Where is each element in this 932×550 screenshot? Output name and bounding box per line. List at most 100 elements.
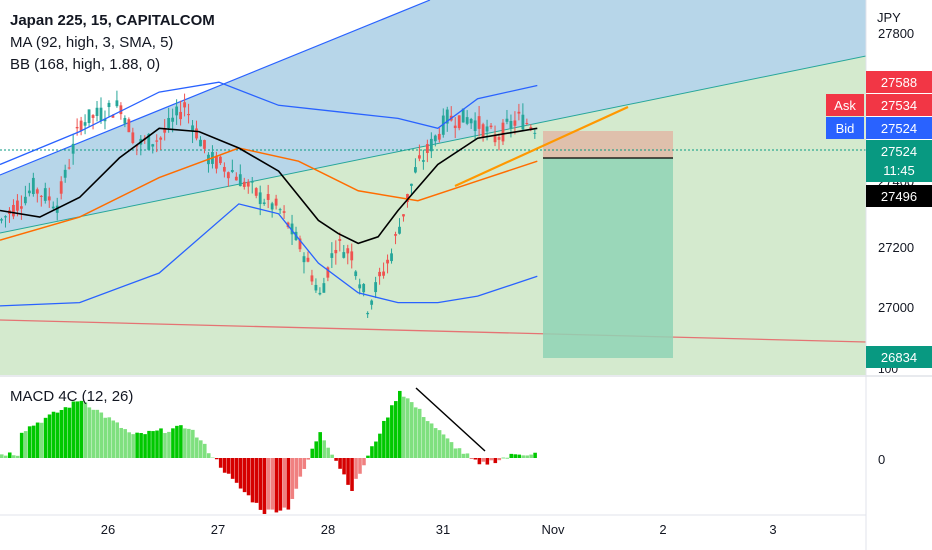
macd-indicator-label[interactable]: MACD 4C (12, 26) [10,388,134,405]
candle-body [0,219,3,221]
macd-bar [457,448,462,458]
candle-body [59,181,63,194]
macd-bar [83,402,88,458]
candle-body [501,122,505,142]
candle-body [183,102,186,108]
macd-bar [350,458,354,491]
macd-bar [27,426,32,458]
candle-body [302,256,306,263]
candle-body [410,183,413,186]
macd-bar [342,458,346,475]
candle-body [95,107,99,116]
candle-body [386,259,389,264]
candle-body [246,181,250,187]
symbol-title[interactable]: Japan 225, 15, CAPITALCOM [10,12,215,29]
macd-bar [497,458,502,461]
candle-body [131,132,135,144]
macd-bar [473,458,478,460]
candle-body [382,271,385,276]
macd-bar [477,458,482,465]
candle-body [4,216,7,218]
macd-bar [266,458,271,510]
macd-bar [250,458,255,503]
macd-bar [31,425,36,458]
candle-body [147,133,151,150]
macd-bar [55,412,60,458]
last-price: 27524 [880,144,918,159]
macd-bar [485,458,490,465]
macd-bar [274,458,279,513]
macd-bar [386,417,390,458]
macd-bar [99,412,104,458]
macd-bar [338,458,342,469]
channel-upper-line[interactable] [0,0,431,176]
target-zone[interactable] [543,158,673,358]
stop-price-tag: 27588 [866,71,932,93]
macd-bar [242,458,247,493]
chart-legend: Japan 225, 15, CAPITALCOM MA (92, high, … [10,10,215,76]
macd-bar [171,428,175,458]
trend-line[interactable] [454,105,629,188]
bollinger-lower-line [0,203,538,307]
candle-body [47,196,51,201]
macd-bar [533,452,537,458]
macd-bar [155,430,159,458]
macd-bar [302,458,307,469]
macd-bar [314,441,319,458]
macd-bar [513,454,518,458]
candle-body [481,124,485,138]
candle-body [219,156,222,164]
candle-body [16,200,19,211]
candle-body [43,188,47,201]
candle-body [175,106,179,116]
candle-body [342,252,346,258]
macd-bar [71,401,76,458]
candle-body [433,135,437,142]
candle-body [493,134,497,143]
macd-bar [147,430,151,458]
macd-bar [409,402,414,458]
candle-body [402,214,405,217]
macd-bar [421,417,426,458]
ma-indicator-label[interactable]: MA (92, high, 3, SMA, 5) [10,34,174,51]
macd-bar [127,432,131,458]
candle-body [254,188,258,196]
bb-indicator-label[interactable]: BB (168, high, 1.88, 0) [10,56,161,73]
candle-body [270,203,274,210]
candle-body [187,113,190,116]
macd-bar [354,458,358,479]
macd-bar [199,440,203,458]
macd-bar [437,430,442,458]
macd-bar [175,425,179,458]
candle-body [83,122,87,126]
channel-mid-line[interactable] [0,55,866,234]
candle-body [234,176,238,181]
macd-bar [191,429,195,458]
macd-bar [322,440,326,458]
candle-body [489,125,493,128]
candle-body [51,206,55,209]
candle-body [378,271,381,277]
macd-bar [11,455,16,458]
macd-bar [374,441,378,458]
candle-body [398,226,401,234]
currency-label[interactable]: JPY [877,10,901,25]
support-line[interactable] [0,319,866,343]
macd-trend-line[interactable] [415,387,486,452]
candle-body [127,119,131,133]
stop-zone[interactable] [543,131,673,158]
macd-bar [449,442,454,458]
macd-bar [521,455,525,458]
x-tick-label: 31 [435,522,451,537]
macd-bar [270,458,275,510]
macd-bar [326,447,330,458]
candle-body [191,125,194,132]
macd-bar [206,453,211,458]
macd-bar [334,458,338,461]
candle-body [521,114,525,130]
macd-bar [346,458,350,485]
macd-bar [79,400,84,458]
candle-body [457,115,461,129]
y-tick-label: 27800 [878,26,915,41]
